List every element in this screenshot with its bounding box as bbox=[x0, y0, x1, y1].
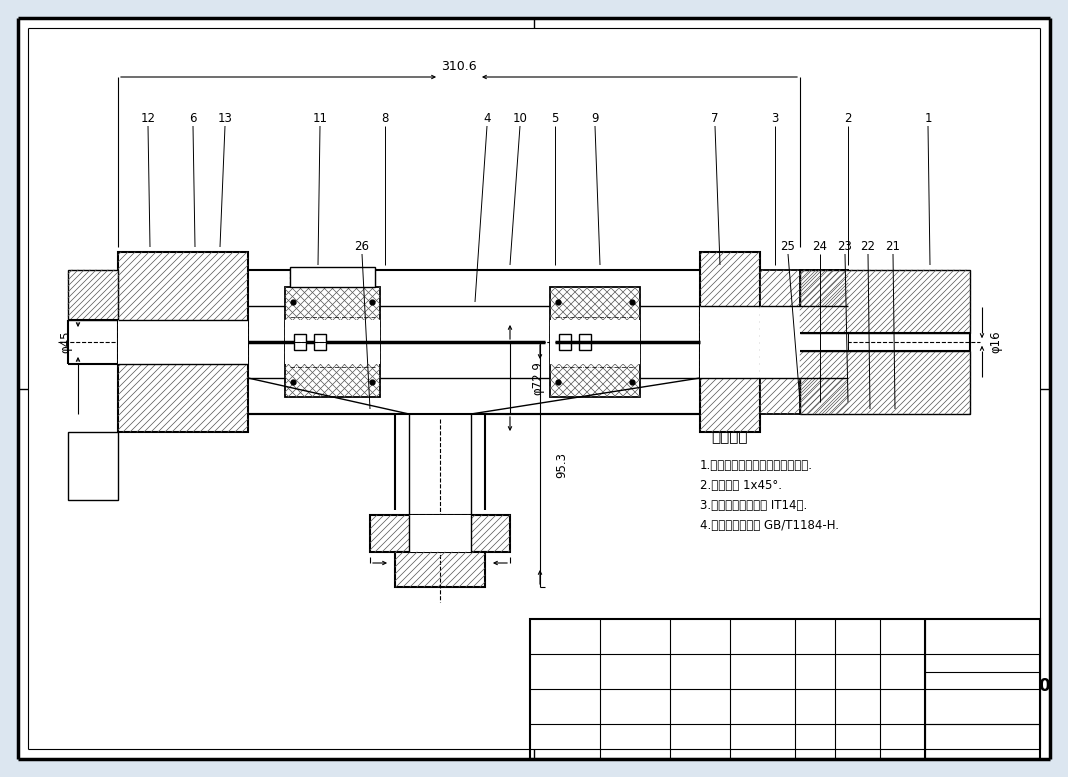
Text: 标准: 标准 bbox=[693, 632, 707, 642]
Text: 比例: 比例 bbox=[895, 667, 909, 677]
Bar bbox=[760, 306, 848, 378]
Text: 12: 12 bbox=[141, 113, 156, 126]
Text: 310.6: 310.6 bbox=[441, 61, 476, 74]
Text: 2.未注倒角 1x45°.: 2.未注倒角 1x45°. bbox=[700, 479, 782, 492]
Bar bbox=[409, 515, 471, 552]
Text: φ16: φ16 bbox=[989, 331, 1003, 354]
Text: 5: 5 bbox=[551, 113, 559, 126]
Bar bbox=[54, 37, 1035, 617]
Text: 校对: 校对 bbox=[559, 702, 571, 712]
Text: 23: 23 bbox=[837, 241, 852, 253]
Text: 95.3: 95.3 bbox=[555, 451, 568, 478]
Bar bbox=[117, 320, 248, 364]
Text: 张: 张 bbox=[898, 737, 906, 747]
Text: 4.未注形位公差按 GB/T1184-H.: 4.未注形位公差按 GB/T1184-H. bbox=[700, 519, 839, 532]
Text: 9: 9 bbox=[592, 113, 599, 126]
Bar bbox=[800, 351, 970, 414]
Text: 2007.05: 2007.05 bbox=[739, 737, 785, 747]
Text: 13: 13 bbox=[218, 113, 233, 126]
Bar bbox=[700, 252, 760, 432]
Text: 4: 4 bbox=[483, 113, 491, 126]
Text: 24: 24 bbox=[813, 241, 828, 253]
Text: SVF-SB3-06-00: SVF-SB3-06-00 bbox=[913, 677, 1051, 695]
Text: 3″三通阀总图: 3″三通阀总图 bbox=[957, 635, 1007, 647]
Bar bbox=[395, 552, 485, 587]
Text: 审核: 审核 bbox=[559, 737, 571, 747]
Text: 1: 1 bbox=[924, 113, 931, 126]
Bar bbox=[760, 270, 848, 414]
Bar bbox=[800, 270, 970, 333]
Text: 10: 10 bbox=[513, 113, 528, 126]
Bar bbox=[370, 515, 511, 552]
Text: 设计: 设计 bbox=[559, 632, 571, 642]
Bar bbox=[285, 320, 380, 364]
Bar bbox=[800, 270, 848, 414]
Text: 8: 8 bbox=[381, 113, 389, 126]
Bar bbox=[68, 270, 117, 320]
Text: 1：1: 1：1 bbox=[892, 702, 912, 712]
Bar bbox=[117, 252, 248, 432]
Bar bbox=[550, 287, 640, 397]
Text: 22: 22 bbox=[861, 241, 876, 253]
Text: 26: 26 bbox=[355, 241, 370, 253]
Bar bbox=[559, 334, 571, 350]
Text: 3.未注尺寸极限公差 IT14级.: 3.未注尺寸极限公差 IT14级. bbox=[700, 499, 807, 512]
Text: φ90.9: φ90.9 bbox=[423, 566, 457, 580]
Text: φ45: φ45 bbox=[60, 331, 73, 354]
Text: 7: 7 bbox=[711, 113, 719, 126]
Bar bbox=[579, 334, 591, 350]
Bar bbox=[290, 268, 375, 286]
Bar bbox=[294, 334, 307, 350]
Text: 数量: 数量 bbox=[805, 667, 819, 677]
Bar bbox=[530, 619, 1040, 759]
Text: φ72.9: φ72.9 bbox=[423, 524, 457, 536]
Bar bbox=[68, 432, 117, 500]
Bar bbox=[700, 306, 760, 378]
Text: 上海赛东科技有限公司: 上海赛东科技有限公司 bbox=[947, 736, 1017, 748]
Text: 制图: 制图 bbox=[559, 667, 571, 677]
Bar bbox=[314, 334, 326, 350]
Bar bbox=[290, 267, 375, 287]
Text: 3: 3 bbox=[771, 113, 779, 126]
Text: 工艺: 工艺 bbox=[693, 702, 707, 712]
Text: 重量: 重量 bbox=[850, 667, 864, 677]
Bar bbox=[800, 333, 848, 351]
Text: 25: 25 bbox=[781, 241, 796, 253]
Text: 2: 2 bbox=[844, 113, 852, 126]
Bar bbox=[285, 287, 380, 397]
Text: φ72.9: φ72.9 bbox=[532, 361, 545, 395]
Text: 21: 21 bbox=[885, 241, 900, 253]
Text: 6: 6 bbox=[189, 113, 197, 126]
Bar bbox=[550, 320, 640, 364]
Text: 批准: 批准 bbox=[693, 667, 707, 677]
Text: 11: 11 bbox=[313, 113, 328, 126]
Text: 日期: 日期 bbox=[693, 737, 707, 747]
Text: 张  第: 张 第 bbox=[847, 737, 867, 747]
Text: 共: 共 bbox=[808, 737, 815, 747]
Text: 技术要求: 技术要求 bbox=[711, 430, 749, 444]
Text: 1.外观光洁，无毛刺、飞边、划痕.: 1.外观光洁，无毛刺、飞边、划痕. bbox=[700, 459, 813, 472]
